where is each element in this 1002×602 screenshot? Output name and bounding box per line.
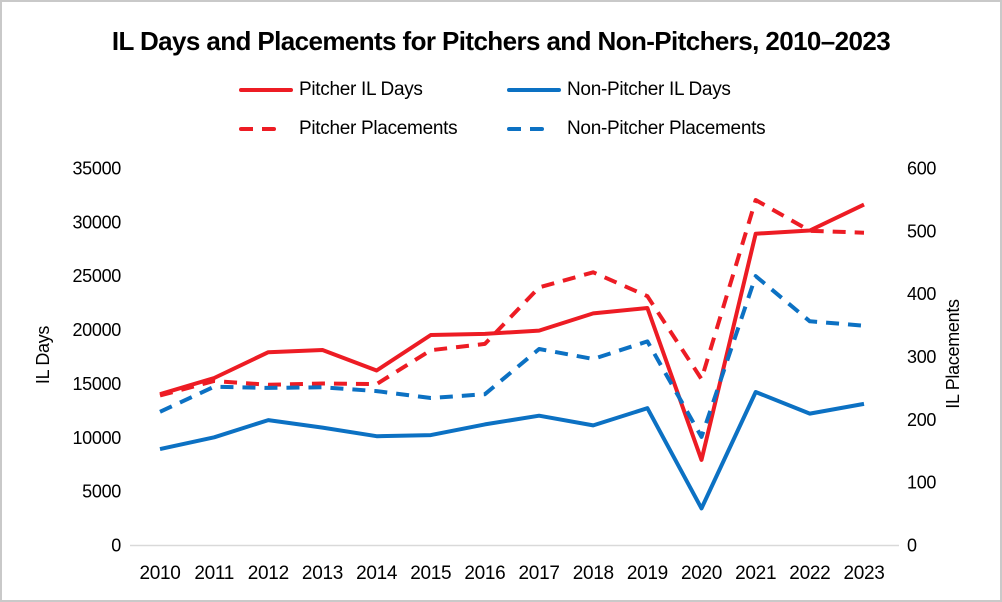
x-axis-tick-label: 2014 — [356, 563, 398, 584]
right-axis-title: IL Placements — [943, 299, 963, 409]
legend-swatch-non-pitcher-il-days — [507, 88, 561, 92]
chart-title: IL Days and Placements for Pitchers and … — [111, 26, 891, 56]
left-axis-tick-label: 25000 — [72, 266, 121, 286]
legend-item-non-pitcher-placements: Non-Pitcher Placements — [507, 118, 766, 140]
legend-label: Pitcher IL Days — [299, 79, 423, 100]
legend-label: Non-Pitcher Placements — [567, 118, 766, 139]
x-axis-tick-label: 2015 — [410, 563, 451, 584]
x-axis-tick-label: 2019 — [627, 563, 668, 584]
x-axis-tick-label: 2018 — [573, 563, 614, 584]
right-axis-tick-label: 100 — [907, 473, 936, 493]
left-axis-tick-label: 35000 — [72, 159, 121, 179]
legend-swatch-pitcher-il-days — [239, 88, 293, 92]
right-axis-tick-label: 0 — [907, 536, 917, 556]
legend-label: Non-Pitcher IL Days — [567, 79, 731, 100]
x-axis-tick-label: 2020 — [681, 563, 722, 584]
x-axis-tick-label: 2010 — [139, 563, 180, 584]
right-axis-tick-label: 500 — [907, 221, 936, 241]
series-line-pitcher-placements — [159, 198, 865, 398]
x-axis-tick-label: 2013 — [302, 563, 343, 584]
x-axis-tick-label: 2011 — [194, 563, 234, 584]
x-axis-tick-label: 2023 — [843, 563, 884, 584]
right-axis-tick-label: 300 — [907, 347, 936, 367]
series-line-non-pitcher-placements — [159, 274, 865, 439]
legend-label: Pitcher Placements — [299, 118, 458, 139]
left-axis-tick-label: 10000 — [72, 428, 121, 448]
left-axis-tick-label: 20000 — [72, 320, 121, 340]
left-axis-tick-label: 30000 — [72, 212, 121, 232]
right-axis-tick-label: 600 — [907, 159, 936, 179]
x-axis-tick-label: 2021 — [735, 563, 776, 584]
x-axis-tick-label: 2016 — [464, 563, 505, 584]
left-axis-tick-label: 5000 — [82, 482, 121, 502]
x-axis-tick-label: 2022 — [789, 563, 830, 584]
left-axis-title: IL Days — [33, 326, 53, 385]
left-axis-tick-label: 15000 — [72, 374, 121, 394]
legend-item-pitcher-placements: Pitcher Placements — [239, 118, 458, 140]
legend-swatch-pitcher-placements — [239, 127, 276, 131]
x-axis-tick-label: 2017 — [519, 563, 560, 584]
series-line-non-pitcher-il-days — [159, 390, 865, 511]
legend-item-pitcher-il-days: Pitcher IL Days — [239, 79, 423, 101]
left-axis-tick-label: 0 — [111, 536, 121, 556]
right-axis-tick-label: 400 — [907, 284, 936, 304]
legend-swatch-non-pitcher-placements — [507, 127, 544, 131]
series-line-pitcher-il-days — [159, 202, 865, 462]
legend-item-non-pitcher-il-days: Non-Pitcher IL Days — [507, 79, 731, 101]
x-axis-tick-label: 2012 — [248, 563, 289, 584]
right-axis-tick-label: 200 — [907, 410, 936, 430]
